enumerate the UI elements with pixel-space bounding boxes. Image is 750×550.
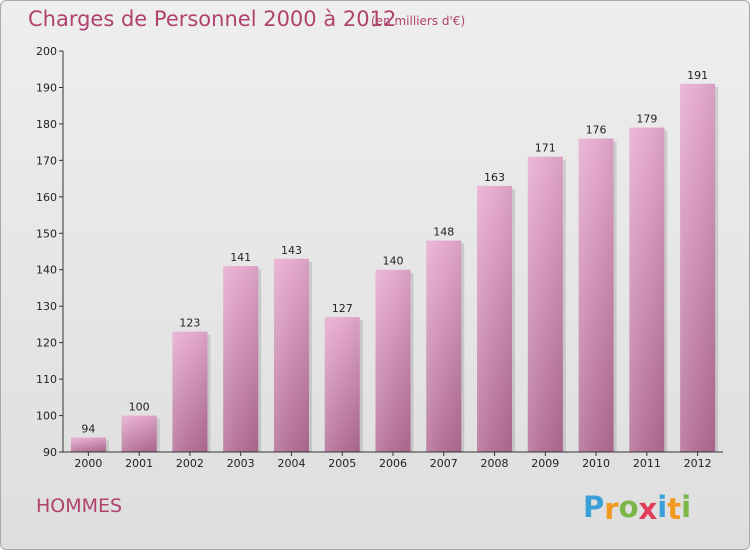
- y-tick-label: 150: [36, 227, 57, 240]
- x-tick-label: 2008: [481, 457, 509, 470]
- data-label-2005: 127: [332, 302, 353, 315]
- x-tick-label: 2000: [74, 457, 102, 470]
- x-tick-label: 2011: [633, 457, 661, 470]
- x-tick-label: 2006: [379, 457, 407, 470]
- y-tick-label: 180: [36, 118, 57, 131]
- data-label-2001: 100: [129, 401, 150, 414]
- data-label-2003: 141: [230, 251, 251, 264]
- bar-2011: [629, 127, 668, 453]
- x-tick-label: 2002: [176, 457, 204, 470]
- logo-letter: o: [618, 490, 639, 524]
- bar-2002: [172, 331, 211, 452]
- y-tick-label: 130: [36, 300, 57, 313]
- x-tick-label: 2001: [125, 457, 153, 470]
- y-tick-label: 190: [36, 81, 57, 94]
- bar-2012: [680, 83, 719, 453]
- data-label-2009: 171: [535, 142, 556, 155]
- data-label-2007: 148: [433, 226, 454, 239]
- bar-2001: [121, 415, 160, 452]
- data-label-2004: 143: [281, 244, 302, 257]
- logo-letter: t: [667, 492, 682, 526]
- bar-2006: [375, 269, 414, 452]
- y-tick-label: 100: [36, 410, 57, 423]
- proxiti-logo: Proxiti: [583, 490, 692, 526]
- x-tick-label: 2007: [430, 457, 458, 470]
- logo-letter: i: [681, 490, 692, 524]
- bar-2008: [477, 185, 516, 452]
- y-tick-label: 160: [36, 191, 57, 204]
- data-label-2006: 140: [383, 255, 404, 268]
- data-label-2008: 163: [484, 171, 505, 184]
- x-tick-label: 2009: [531, 457, 559, 470]
- y-tick-label: 90: [43, 446, 57, 459]
- bar-2009: [527, 156, 566, 452]
- x-tick-label: 2005: [328, 457, 356, 470]
- logo-letter: r: [604, 492, 619, 526]
- x-tick-label: 2004: [277, 457, 305, 470]
- data-label-2011: 179: [636, 113, 657, 126]
- y-tick-label: 200: [36, 45, 57, 58]
- chart-subtitle: (en milliers d'€): [371, 14, 466, 28]
- logo-letter: P: [583, 490, 605, 524]
- bar-2004: [273, 258, 312, 452]
- category-label: HOMMES: [36, 495, 123, 517]
- bar-2005: [324, 317, 363, 452]
- x-tick-label: 2010: [582, 457, 610, 470]
- data-label-2000: 94: [81, 422, 95, 435]
- y-tick-label: 170: [36, 154, 57, 167]
- y-tick-label: 120: [36, 337, 57, 350]
- bar-2000: [70, 437, 109, 452]
- chart-title: Charges de Personnel 2000 à 2012: [28, 7, 397, 31]
- bar-2007: [426, 240, 465, 452]
- bar-2010: [578, 138, 617, 452]
- logo-letter: x: [638, 492, 658, 526]
- x-tick-label: 2012: [684, 457, 712, 470]
- bar-2003: [223, 266, 262, 452]
- logo-letter: i: [657, 490, 668, 524]
- x-tick-label: 2003: [227, 457, 255, 470]
- data-label-2010: 176: [586, 123, 607, 136]
- data-label-2012: 191: [687, 69, 708, 82]
- y-tick-label: 140: [36, 264, 57, 277]
- y-tick-label: 110: [36, 373, 57, 386]
- data-label-2002: 123: [179, 317, 200, 330]
